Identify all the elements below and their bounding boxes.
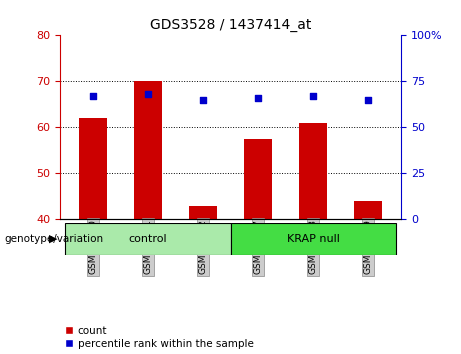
Text: GSM341699: GSM341699	[364, 219, 372, 274]
Bar	[134, 81, 162, 219]
Bar	[230, 223, 396, 255]
Point	[364, 97, 372, 103]
Text: genotype/variation: genotype/variation	[5, 234, 104, 244]
Text: KRAP null: KRAP null	[287, 234, 339, 244]
Text: ▶: ▶	[49, 234, 57, 244]
Bar	[65, 223, 230, 255]
Point	[254, 95, 262, 101]
Bar	[189, 206, 217, 219]
Title: GDS3528 / 1437414_at: GDS3528 / 1437414_at	[150, 18, 311, 32]
Text: GSM341698: GSM341698	[308, 219, 318, 274]
Bar	[299, 123, 327, 219]
Bar	[355, 201, 382, 219]
Point	[144, 91, 152, 97]
Text: GSM341700: GSM341700	[89, 219, 97, 274]
Text: GSM341697: GSM341697	[254, 219, 262, 274]
Bar	[244, 139, 272, 219]
Text: GSM341702: GSM341702	[199, 219, 207, 274]
Bar	[79, 118, 106, 219]
Point	[309, 93, 317, 99]
Text: GSM341701: GSM341701	[143, 219, 153, 274]
Legend: count, percentile rank within the sample: count, percentile rank within the sample	[65, 326, 254, 349]
Point	[89, 93, 97, 99]
Point	[199, 97, 207, 103]
Text: control: control	[129, 234, 167, 244]
